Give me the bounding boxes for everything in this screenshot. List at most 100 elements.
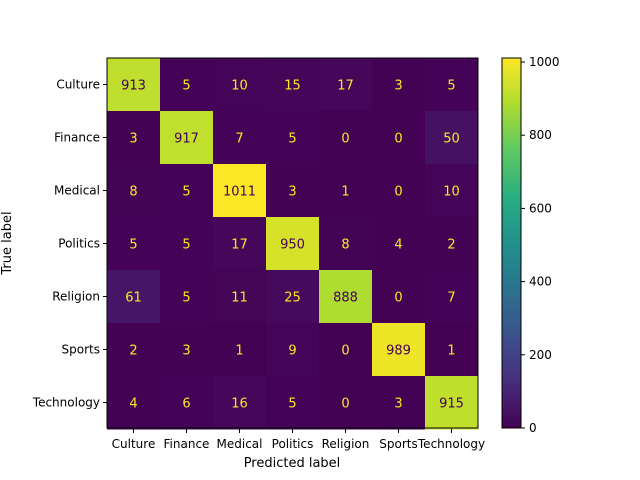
cell-value-1-0: 3 xyxy=(129,132,137,147)
x-tick-label: Religion xyxy=(322,437,370,451)
cell-2-1 xyxy=(160,164,214,218)
cell-5-5 xyxy=(372,323,426,377)
cell-value-2-5: 0 xyxy=(394,185,402,200)
cell-value-3-2: 17 xyxy=(231,238,248,253)
cell-value-3-6: 2 xyxy=(447,238,455,253)
cell-value-4-5: 0 xyxy=(394,291,402,306)
cell-value-1-4: 0 xyxy=(341,132,349,147)
cell-value-6-2: 16 xyxy=(231,397,248,412)
cell-3-1 xyxy=(160,217,214,271)
cell-value-3-4: 8 xyxy=(341,238,349,253)
cell-value-4-4: 888 xyxy=(333,291,358,306)
cell-value-6-3: 5 xyxy=(288,397,296,412)
cell-2-6 xyxy=(425,164,479,218)
y-axis-ticks: Culture Finance Medical Politics Religion Spo… xyxy=(32,78,107,410)
cell-3-3 xyxy=(266,217,320,271)
cell-5-4 xyxy=(319,323,373,377)
cell-2-4 xyxy=(319,164,373,218)
cell-value-5-3: 9 xyxy=(288,344,296,359)
x-axis-ticks: Culture Finance Medical Politics Religion Spo… xyxy=(112,429,485,451)
cell-value-0-4: 17 xyxy=(337,79,354,94)
cell-value-2-3: 3 xyxy=(288,185,296,200)
y-tick-label: Culture xyxy=(56,78,100,92)
cell-value-5-4: 0 xyxy=(341,344,349,359)
cell-0-6 xyxy=(425,58,479,112)
cell-4-2 xyxy=(213,270,267,324)
cell-4-1 xyxy=(160,270,214,324)
cell-value-1-5: 0 xyxy=(394,132,402,147)
cell-value-5-5: 989 xyxy=(386,344,411,359)
x-tick-label: Technology xyxy=(417,437,485,451)
cell-value-1-3: 5 xyxy=(288,132,296,147)
cell-value-0-3: 15 xyxy=(284,79,301,94)
cell-value-3-1: 5 xyxy=(182,238,190,253)
cell-3-0 xyxy=(107,217,161,271)
cell-4-5 xyxy=(372,270,426,324)
cell-5-1 xyxy=(160,323,214,377)
cell-2-2 xyxy=(213,164,267,218)
cell-value-5-2: 1 xyxy=(235,344,243,359)
cell-value-0-6: 5 xyxy=(447,79,455,94)
colorbar-tick-label: 1000 xyxy=(529,55,560,69)
colorbar-ticks: 0 200 400 600 800 1000 xyxy=(521,55,560,435)
colorbar-tick-label: 800 xyxy=(529,128,552,142)
cell-value-0-0: 913 xyxy=(121,79,146,94)
cell-4-3 xyxy=(266,270,320,324)
y-tick-label: Sports xyxy=(62,343,100,357)
x-tick-label: Medical xyxy=(217,437,263,451)
cell-value-0-2: 10 xyxy=(231,79,248,94)
cell-0-3 xyxy=(266,58,320,112)
cell-value-4-0: 61 xyxy=(125,291,142,306)
cell-5-6 xyxy=(425,323,479,377)
x-tick-label: Finance xyxy=(164,437,210,451)
cell-0-0 xyxy=(107,58,161,112)
cell-value-2-0: 8 xyxy=(129,185,137,200)
cell-value-4-6: 7 xyxy=(447,291,455,306)
cell-value-1-2: 7 xyxy=(235,132,243,147)
cell-value-4-1: 5 xyxy=(182,291,190,306)
y-tick-label: Medical xyxy=(54,184,100,198)
cell-4-6 xyxy=(425,270,479,324)
cell-6-3 xyxy=(266,376,320,430)
cell-value-2-4: 1 xyxy=(341,185,349,200)
cell-5-0 xyxy=(107,323,161,377)
cell-value-6-5: 3 xyxy=(394,397,402,412)
y-tick-label: Politics xyxy=(58,237,100,251)
cell-1-2 xyxy=(213,111,267,165)
x-tick-label: Sports xyxy=(379,437,417,451)
cell-5-2 xyxy=(213,323,267,377)
cell-1-3 xyxy=(266,111,320,165)
cell-value-6-4: 0 xyxy=(341,397,349,412)
cell-3-4 xyxy=(319,217,373,271)
cell-value-4-3: 25 xyxy=(284,291,301,306)
cell-value-5-1: 3 xyxy=(182,344,190,359)
cell-6-4 xyxy=(319,376,373,430)
cell-value-3-0: 5 xyxy=(129,238,137,253)
cell-0-5 xyxy=(372,58,426,112)
heatmap-cells xyxy=(107,58,479,430)
cell-value-3-5: 4 xyxy=(394,238,402,253)
cell-value-5-6: 1 xyxy=(447,344,455,359)
cell-value-1-1: 917 xyxy=(174,132,199,147)
x-axis-label: Predicted label xyxy=(244,456,341,471)
cell-4-0 xyxy=(107,270,161,324)
cell-6-6 xyxy=(425,376,479,430)
cell-value-0-1: 5 xyxy=(182,79,190,94)
cell-value-6-1: 6 xyxy=(182,397,190,412)
cell-2-5 xyxy=(372,164,426,218)
cell-1-5 xyxy=(372,111,426,165)
cell-2-3 xyxy=(266,164,320,218)
colorbar-tick-label: 0 xyxy=(529,421,537,435)
cell-value-1-6: 50 xyxy=(443,132,460,147)
cell-value-6-0: 4 xyxy=(129,397,137,412)
heatmap-cell-values: 913 5 10 15 17 3 53 917 7 5 0 0 508 5 1011 3 1 0 105 5 17 950… xyxy=(121,79,464,412)
cell-4-4 xyxy=(319,270,373,324)
cell-3-5 xyxy=(372,217,426,271)
cell-value-3-3: 950 xyxy=(280,238,305,253)
cell-6-1 xyxy=(160,376,214,430)
x-tick-label: Culture xyxy=(112,437,156,451)
x-tick-label: Politics xyxy=(272,437,314,451)
colorbar-tick-label: 600 xyxy=(529,201,552,215)
cell-value-2-2: 1011 xyxy=(223,185,256,200)
